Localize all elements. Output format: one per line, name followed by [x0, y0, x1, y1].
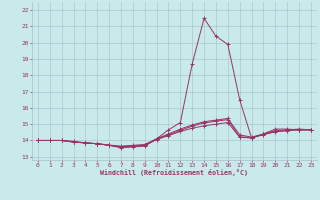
- X-axis label: Windchill (Refroidissement éolien,°C): Windchill (Refroidissement éolien,°C): [100, 169, 248, 176]
